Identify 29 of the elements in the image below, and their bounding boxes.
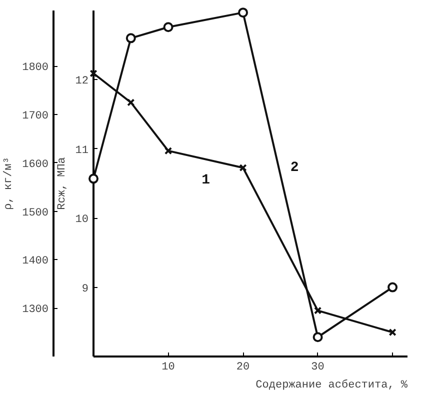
point [88,174,98,184]
point [127,98,135,106]
x-tick-label: 10 [162,362,175,374]
y-axis-title: ρ, кг/м³ [3,157,16,210]
point [314,306,322,314]
y-tick-label: 1300 [22,304,48,316]
x-tick-label: 20 [236,362,250,374]
point [238,8,248,18]
x-axis-title: Содержание асбестита, % [256,378,408,392]
y-tick-label: 1400 [22,256,48,268]
y2-tick-label: 11 [75,144,89,157]
point [126,33,136,44]
point [163,22,174,32]
point [239,164,247,172]
y-tick-label: 1500 [22,207,48,220]
y2-tick-label: 9 [82,283,89,296]
point [388,282,398,292]
y2-tick-label: 12 [75,76,88,88]
point [90,70,98,78]
x-tick-label: 30 [311,362,324,374]
series-label: 1 [202,172,210,188]
y-tick-label: 1700 [22,110,48,123]
point [312,332,323,342]
y2-axis-title: Rсж, МПа [56,156,68,210]
y-tick-label: 1600 [22,158,48,171]
point [164,147,172,155]
series-label: 2 [290,160,299,176]
y-tick-label: 1800 [22,62,48,74]
y2-tick-label: 10 [75,214,88,226]
